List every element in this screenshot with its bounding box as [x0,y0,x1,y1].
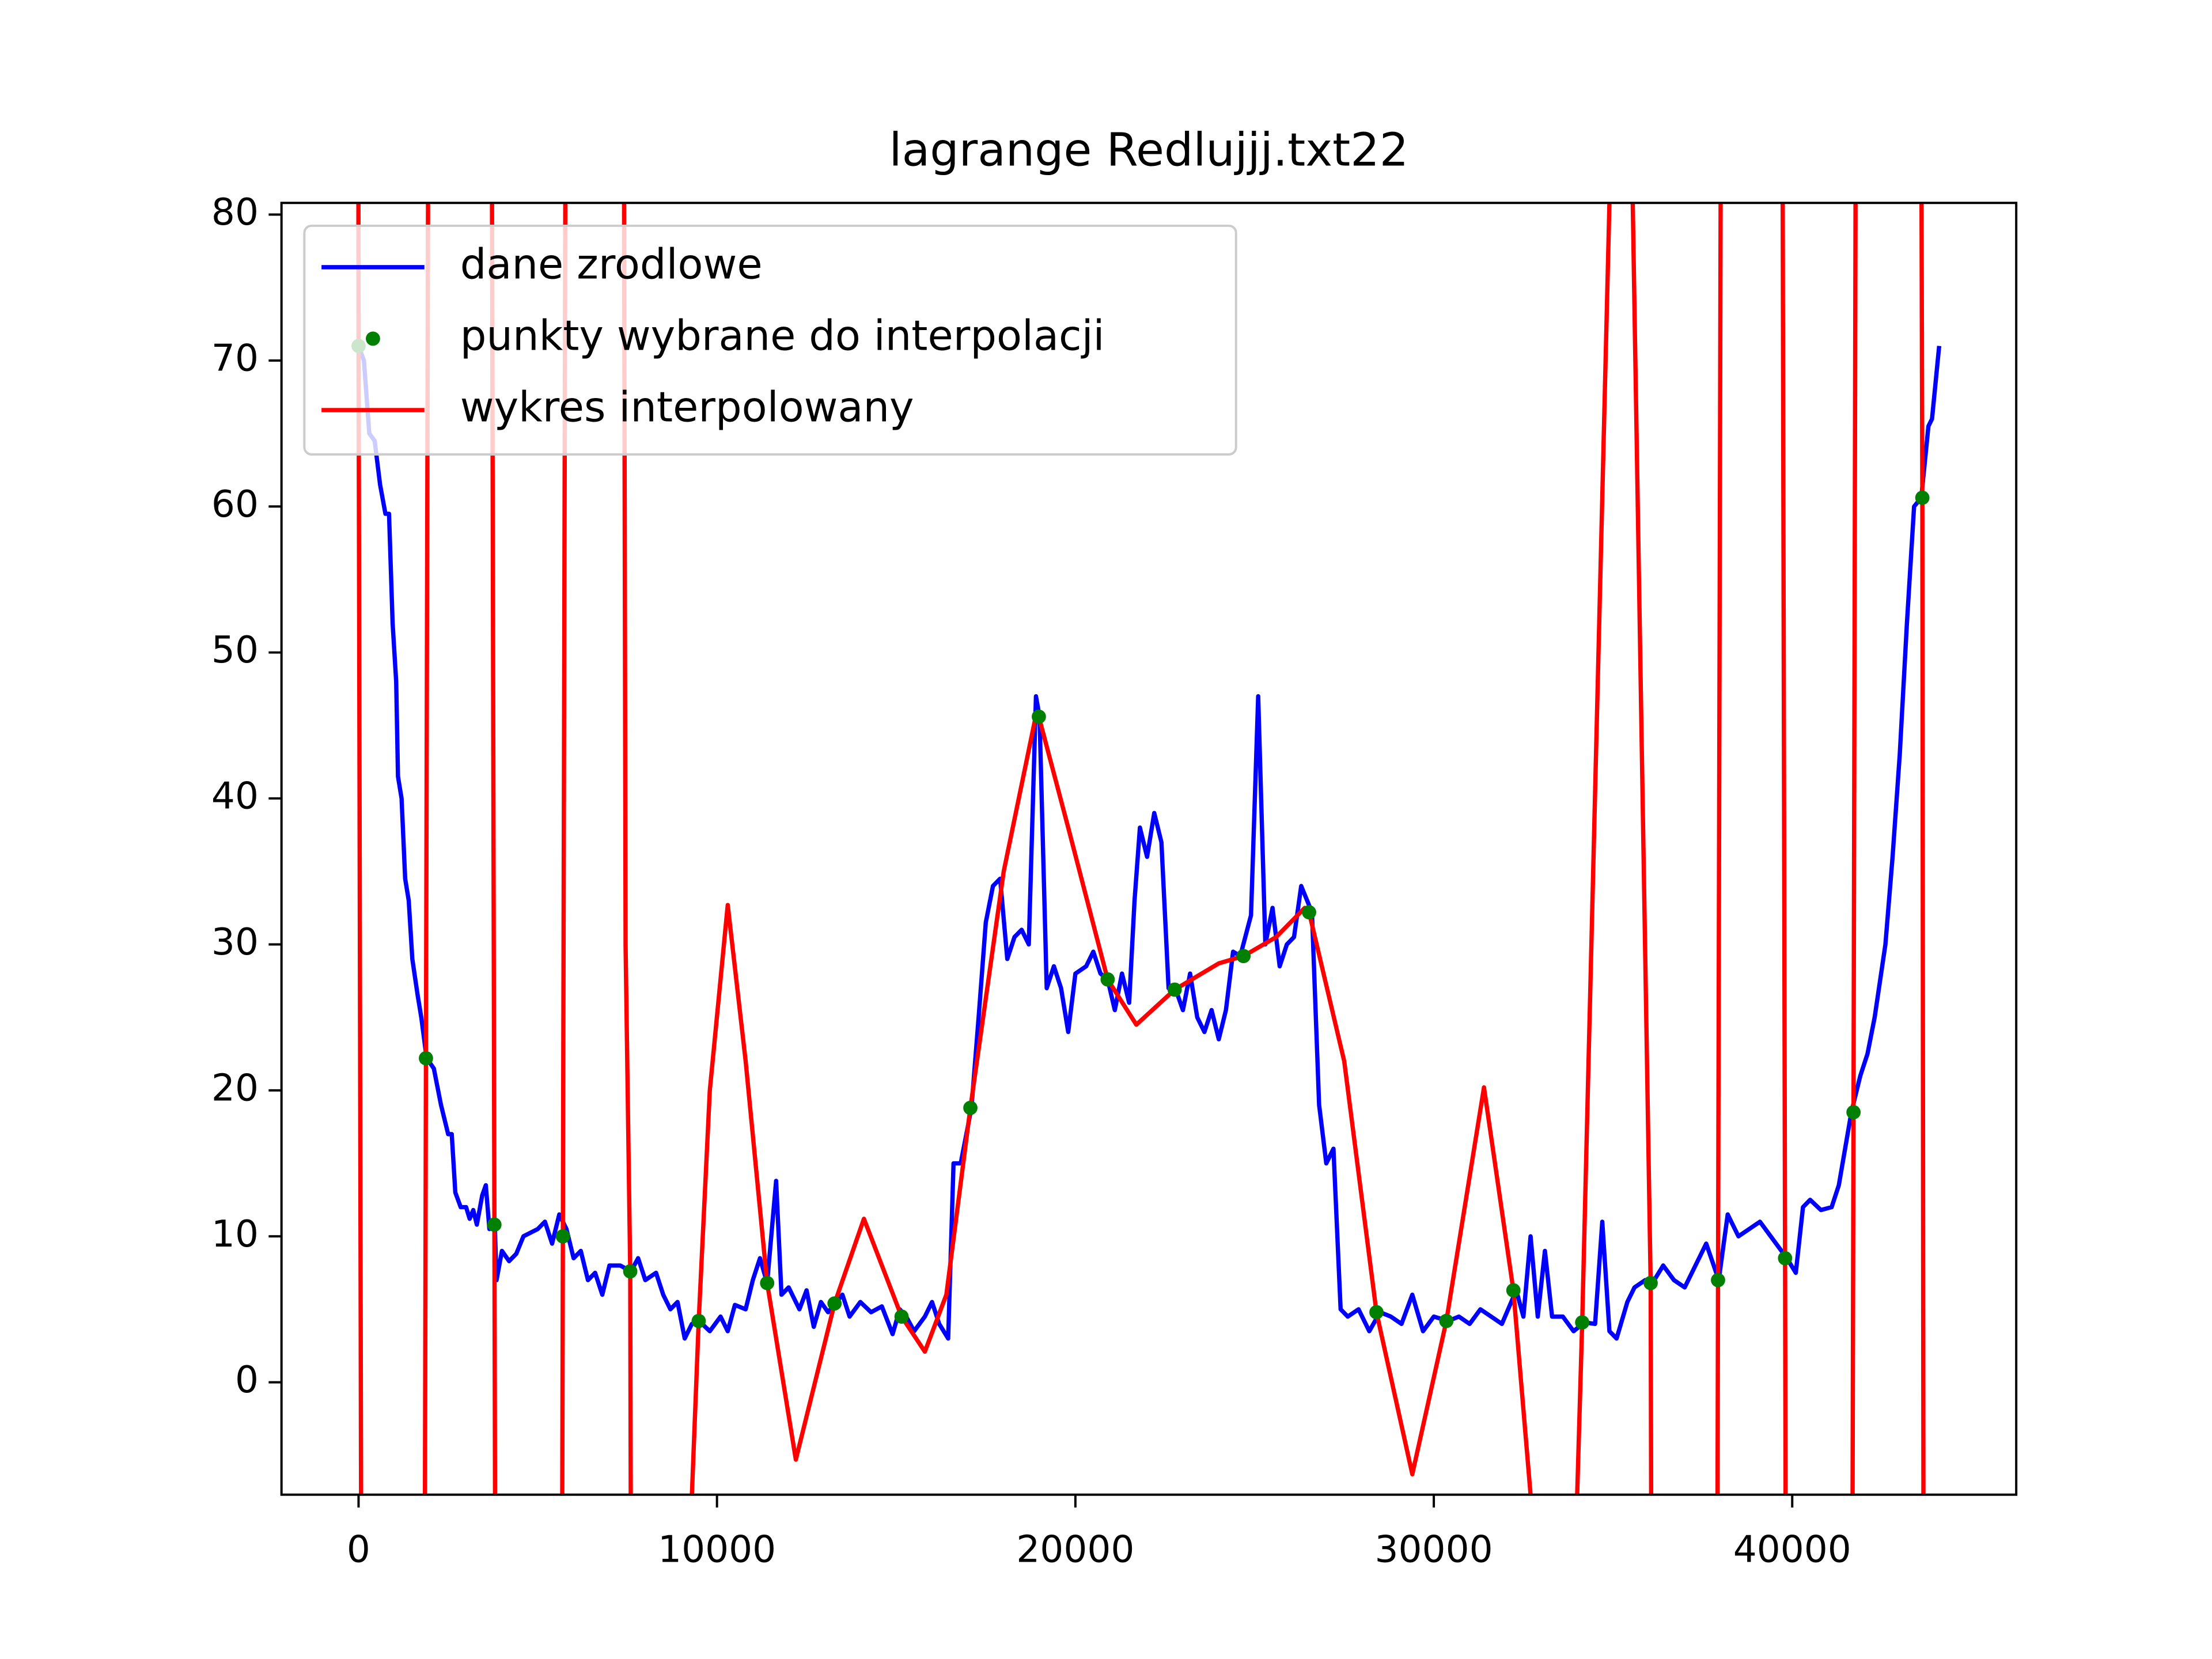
y-tick-label: 80 [211,191,259,234]
x-tick-label: 20000 [1016,1528,1134,1571]
data-point [1643,1275,1658,1290]
data-point [963,1100,978,1115]
y-tick-label: 50 [211,628,259,672]
x-tick-label: 10000 [658,1528,776,1571]
data-point [623,1264,638,1279]
data-point [555,1229,570,1244]
data-point [894,1309,909,1324]
data-point [1031,709,1046,724]
data-point [691,1313,706,1328]
data-point [1439,1313,1454,1328]
x-tick-label: 0 [347,1528,370,1571]
chart-title: lagrange Redlujjj.txt22 [889,123,1409,176]
y-tick-label: 30 [211,921,259,964]
data-point [1506,1283,1521,1298]
legend-label: dane zrodlowe [460,240,763,288]
data-point [1711,1272,1725,1287]
legend-box [303,224,1237,456]
data-point [1236,949,1251,964]
data-point [1846,1105,1861,1120]
data-point [1778,1251,1793,1266]
plot-area [351,203,1942,1495]
data-point [827,1296,842,1311]
y-tick-label: 40 [211,775,259,818]
y-tick-label: 60 [211,483,259,526]
axes: 0 10000 20000 30000 40000 0 10 20 30 40 50 60 70 80 [211,191,1851,1571]
legend-marker [366,331,380,346]
data-point [419,1051,433,1066]
axes-frame [280,202,2018,1496]
data-point [1302,905,1316,920]
data-point [1369,1305,1384,1320]
y-tick-label: 0 [235,1358,259,1402]
legend-label: punkty wybrane do interpolacji [460,311,1105,359]
x-tick-label: 30000 [1375,1528,1493,1571]
data-point [1167,982,1182,997]
data-point [1915,490,1930,505]
data-point [1575,1315,1590,1330]
legend: dane zrodlowe punkty wybrane do interpola… [303,224,1237,456]
y-tick-label: 20 [211,1066,259,1109]
data-point [760,1275,775,1290]
data-line [356,345,1942,1341]
y-tick-label: 10 [211,1213,259,1256]
data-line [356,203,1926,1495]
data-point [1100,972,1115,987]
y-tick-label: 70 [211,336,259,380]
x-tick-label: 40000 [1733,1528,1851,1571]
legend-label: wykres interpolowany [460,382,914,431]
data-point [487,1217,502,1232]
